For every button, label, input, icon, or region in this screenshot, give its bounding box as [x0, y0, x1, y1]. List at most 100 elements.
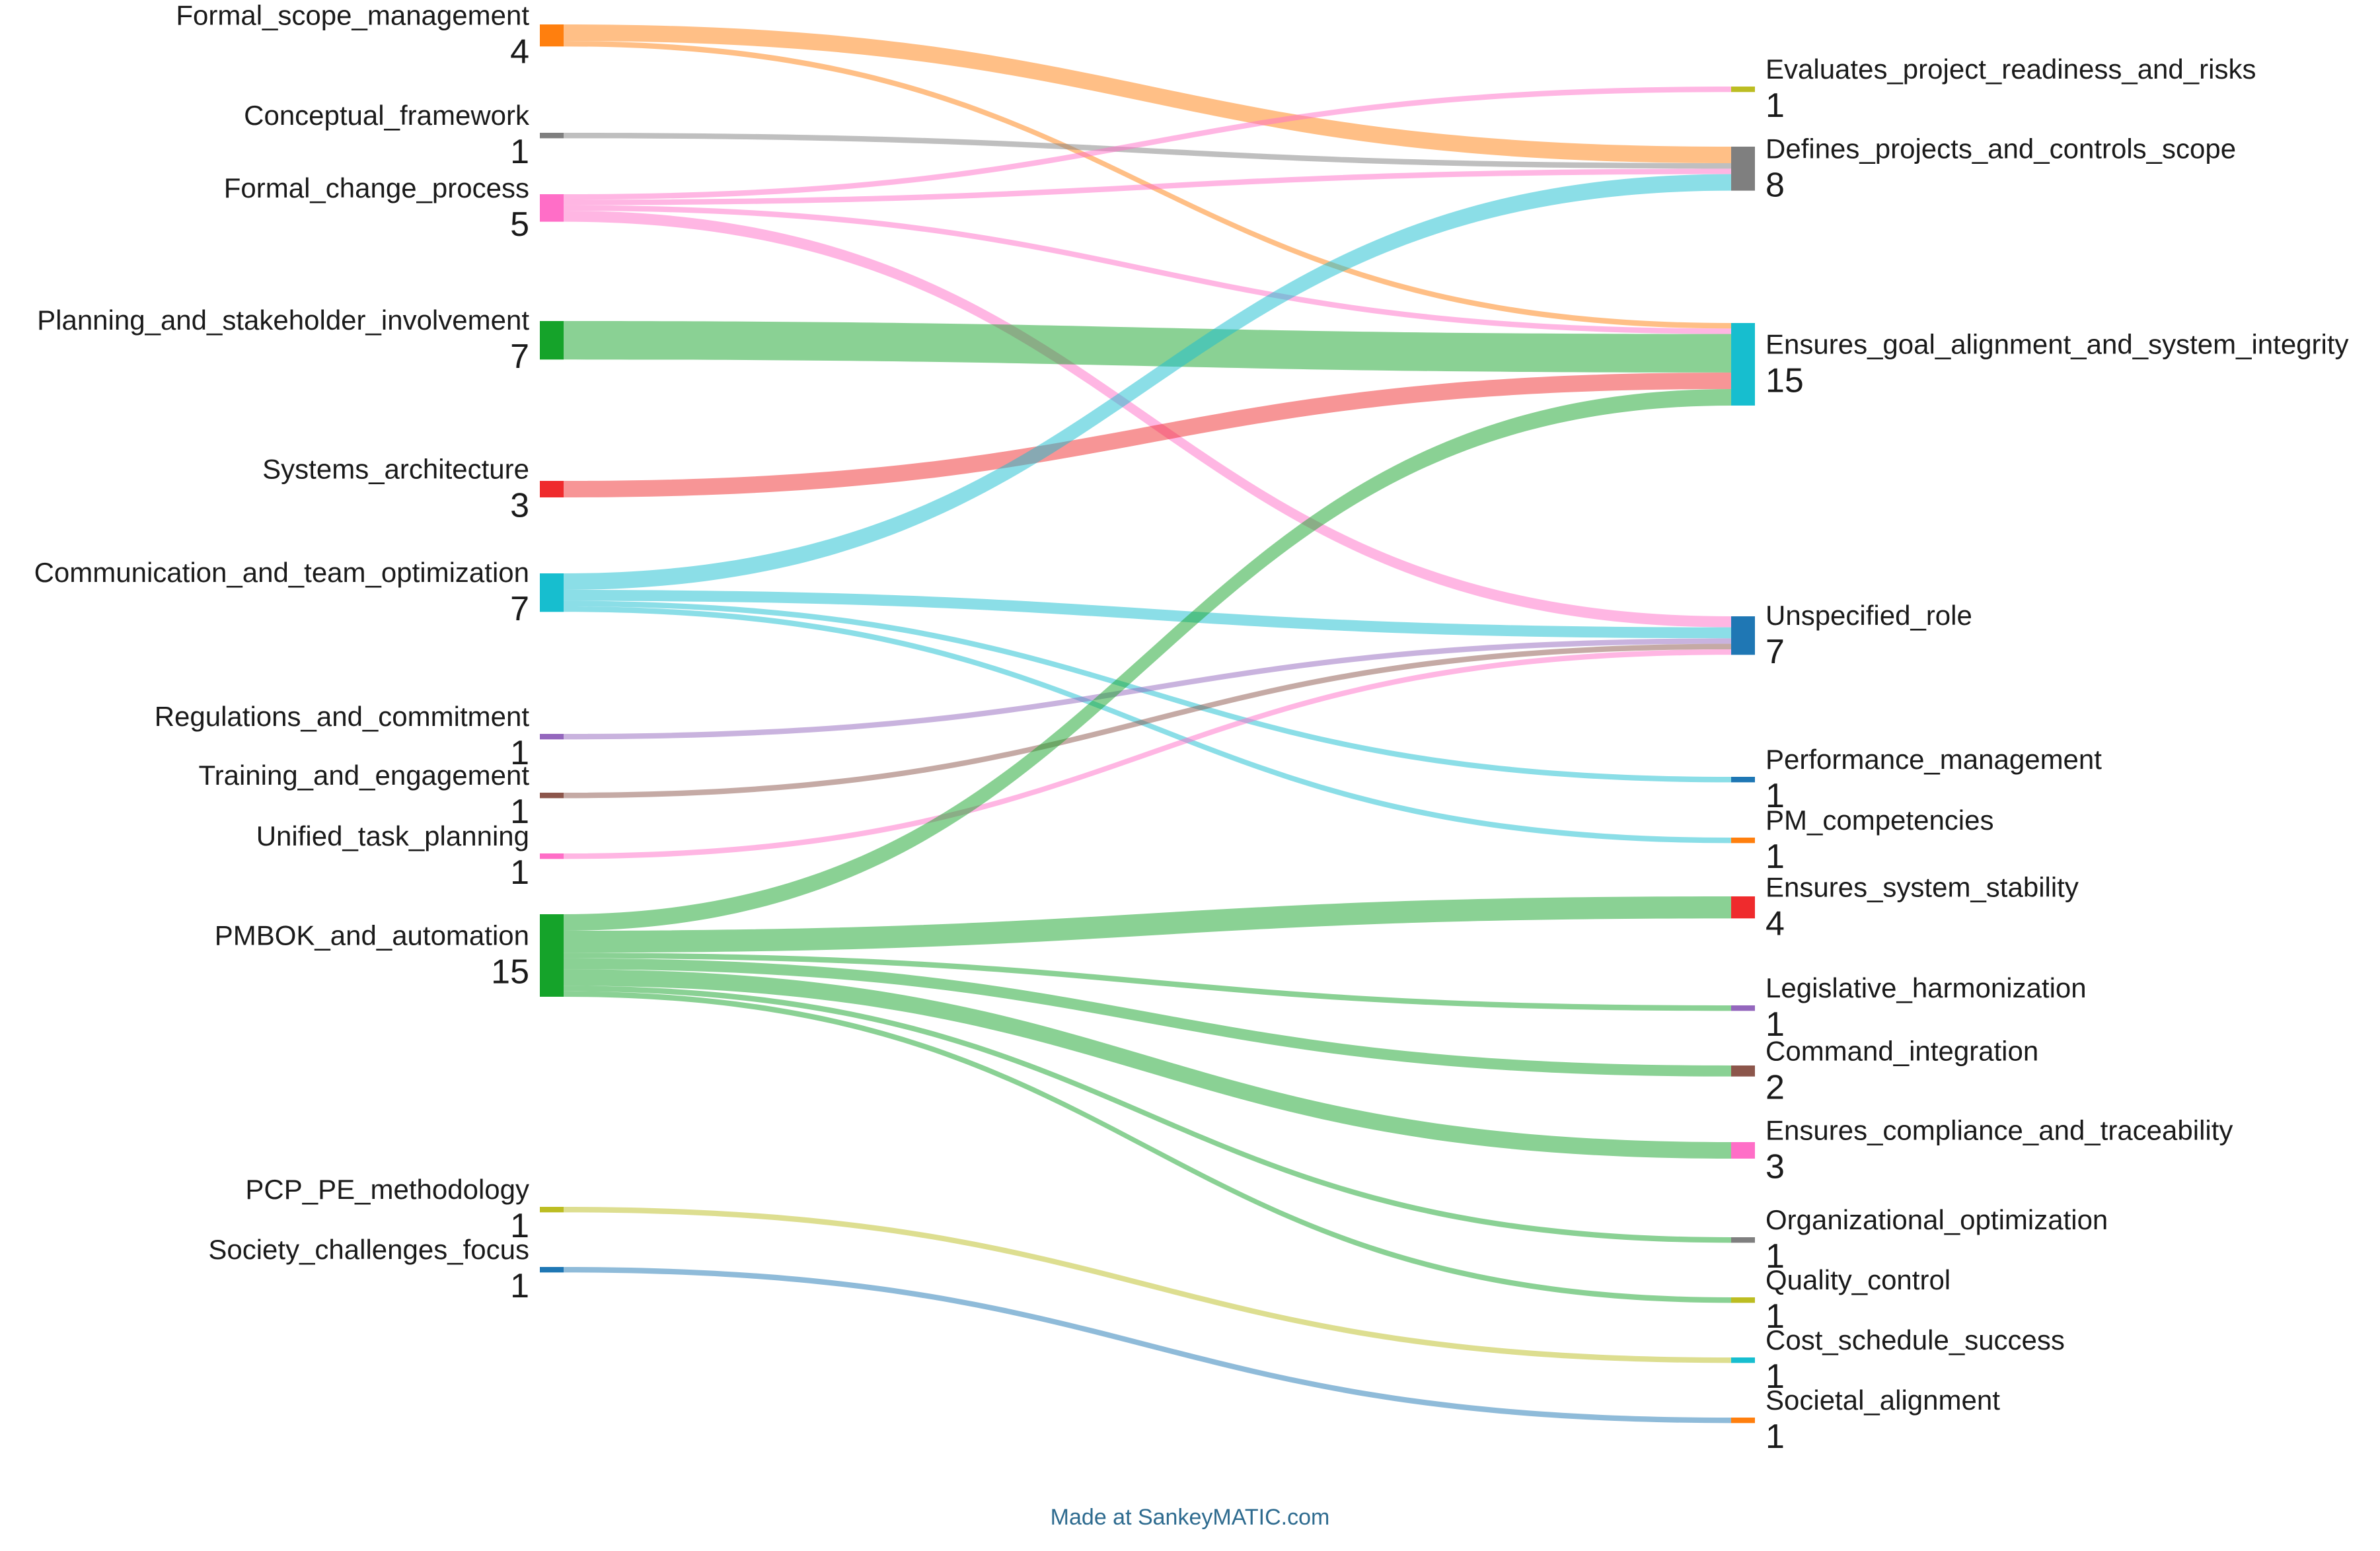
node-cost-schedule-success[interactable] [1731, 1357, 1755, 1363]
node-societal-alignment[interactable] [1731, 1418, 1755, 1424]
node-value-cost-schedule-success: 1 [1766, 1357, 1785, 1396]
flow-pmbok-and-automation-to-ensures-compliance-and-traceability[interactable] [564, 969, 1731, 1159]
node-ensures-goal-alignment-and-system-integrity[interactable] [1731, 323, 1755, 406]
node-quality-control[interactable] [1731, 1297, 1755, 1303]
node-label-quality-control: Quality_control [1766, 1264, 1951, 1295]
node-ensures-compliance-and-traceability[interactable] [1731, 1142, 1755, 1159]
node-label-legislative-harmonization: Legislative_harmonization [1766, 972, 2087, 1003]
node-label-planning-and-stakeholder-involvement: Planning_and_stakeholder_involvement [37, 305, 529, 336]
flow-unified-task-planning-to-unspecified-role[interactable] [564, 649, 1731, 859]
nodes [540, 24, 1755, 1424]
node-value-societal-alignment: 1 [1766, 1418, 1785, 1456]
node-unified-task-planning[interactable] [540, 853, 564, 859]
node-label-communication-and-team-optimization: Communication_and_team_optimization [34, 557, 529, 588]
node-defines-projects-and-controls-scope[interactable] [1731, 147, 1755, 191]
node-label-formal-scope-management: Formal_scope_management [176, 0, 529, 31]
node-systems-architecture[interactable] [540, 481, 564, 497]
node-label-unified-task-planning: Unified_task_planning [256, 820, 529, 851]
node-value-command-integration: 2 [1766, 1068, 1785, 1106]
flow-formal-change-process-to-defines-projects-and-controls-scope[interactable] [564, 168, 1731, 205]
node-value-pm-competencies: 1 [1766, 838, 1785, 876]
node-label-pmbok-and-automation: PMBOK_and_automation [215, 920, 529, 951]
node-label-conceptual-framework: Conceptual_framework [244, 100, 530, 131]
node-value-systems-architecture: 3 [510, 486, 529, 524]
node-planning-and-stakeholder-involvement[interactable] [540, 321, 564, 360]
flow-pmbok-and-automation-to-ensures-goal-alignment-and-system-integrity[interactable] [564, 388, 1731, 931]
node-value-quality-control: 1 [1766, 1297, 1785, 1336]
node-label-ensures-goal-alignment-and-system-integrity: Ensures_goal_alignment_and_system_integr… [1766, 328, 2349, 359]
flow-pmbok-and-automation-to-quality-control[interactable] [564, 991, 1731, 1303]
node-label-cost-schedule-success: Cost_schedule_success [1766, 1324, 2065, 1355]
node-value-pcp-pe-methodology: 1 [510, 1207, 529, 1245]
node-performance-management[interactable] [1731, 777, 1755, 783]
node-value-formal-change-process: 5 [510, 205, 529, 244]
node-value-training-and-engagement: 1 [510, 793, 529, 831]
node-pm-competencies[interactable] [1731, 838, 1755, 844]
node-value-organizational-optimization: 1 [1766, 1237, 1785, 1276]
node-training-and-engagement[interactable] [540, 793, 564, 799]
flow-regulations-and-commitment-to-unspecified-role[interactable] [564, 638, 1731, 740]
node-label-systems-architecture: Systems_architecture [262, 453, 529, 484]
flow-conceptual-framework-to-defines-projects-and-controls-scope[interactable] [564, 133, 1731, 169]
node-value-society-challenges-focus: 1 [510, 1267, 529, 1305]
node-label-defines-projects-and-controls-scope: Defines_projects_and_controls_scope [1766, 133, 2236, 164]
node-label-regulations-and-commitment: Regulations_and_commitment [155, 701, 530, 732]
flow-training-and-engagement-to-unspecified-role[interactable] [564, 643, 1731, 799]
node-value-communication-and-team-optimization: 7 [510, 590, 529, 628]
node-formal-scope-management[interactable] [540, 24, 564, 47]
node-value-regulations-and-commitment: 1 [510, 734, 529, 772]
node-label-command-integration: Command_integration [1766, 1035, 2038, 1066]
node-value-planning-and-stakeholder-involvement: 7 [510, 338, 529, 376]
node-command-integration[interactable] [1731, 1065, 1755, 1077]
node-value-unspecified-role: 7 [1766, 633, 1785, 671]
node-society-challenges-focus[interactable] [540, 1267, 564, 1273]
node-value-formal-scope-management: 4 [510, 33, 529, 71]
node-label-performance-management: Performance_management [1766, 744, 2102, 775]
node-unspecified-role[interactable] [1731, 616, 1755, 655]
node-regulations-and-commitment[interactable] [540, 734, 564, 740]
node-pcp-pe-methodology[interactable] [540, 1207, 564, 1213]
node-value-legislative-harmonization: 1 [1766, 1005, 1785, 1044]
node-label-pm-competencies: PM_competencies [1766, 805, 1994, 836]
node-label-ensures-system-stability: Ensures_system_stability [1766, 872, 2079, 903]
node-value-unified-task-planning: 1 [510, 853, 529, 892]
flow-pmbok-and-automation-to-organizational-optimization[interactable] [564, 986, 1731, 1243]
sankeymatic-credit[interactable]: Made at SankeyMATIC.com [1050, 1505, 1330, 1530]
flow-links [564, 24, 1731, 1424]
node-label-formal-change-process: Formal_change_process [224, 172, 529, 203]
node-label-evaluates-project-readiness-and-risks: Evaluates_project_readiness_and_risks [1766, 54, 2256, 85]
flow-planning-and-stakeholder-involvement-to-ensures-goal-alignment-and-system-integrity[interactable] [564, 321, 1731, 373]
node-evaluates-project-readiness-and-risks[interactable] [1731, 87, 1755, 92]
flow-communication-and-team-optimization-to-unspecified-role[interactable] [564, 589, 1731, 639]
node-formal-change-process[interactable] [540, 194, 564, 222]
flow-formal-scope-management-to-defines-projects-and-controls-scope[interactable] [564, 24, 1731, 163]
node-organizational-optimization[interactable] [1731, 1237, 1755, 1243]
node-value-conceptual-framework: 1 [510, 133, 529, 171]
node-label-pcp-pe-methodology: PCP_PE_methodology [245, 1174, 529, 1205]
node-legislative-harmonization[interactable] [1731, 1005, 1755, 1011]
node-communication-and-team-optimization[interactable] [540, 573, 564, 612]
flow-pmbok-and-automation-to-ensures-system-stability[interactable] [564, 896, 1731, 953]
node-label-unspecified-role: Unspecified_role [1766, 600, 1972, 631]
node-value-ensures-goal-alignment-and-system-integrity: 15 [1766, 361, 1804, 400]
node-label-training-and-engagement: Training_and_engagement [199, 760, 530, 791]
flow-systems-architecture-to-ensures-goal-alignment-and-system-integrity[interactable] [564, 372, 1731, 497]
node-label-ensures-compliance-and-traceability: Ensures_compliance_and_traceability [1766, 1114, 2233, 1145]
node-label-society-challenges-focus: Society_challenges_focus [208, 1234, 529, 1265]
flow-formal-change-process-to-evaluates-project-readiness-and-risks[interactable] [564, 87, 1731, 200]
flow-pmbok-and-automation-to-legislative-harmonization[interactable] [564, 953, 1731, 1011]
node-pmbok-and-automation[interactable] [540, 914, 564, 997]
node-value-performance-management: 1 [1766, 777, 1785, 815]
flow-society-challenges-focus-to-societal-alignment[interactable] [564, 1267, 1731, 1424]
node-value-ensures-system-stability: 4 [1766, 905, 1785, 943]
flow-pmbok-and-automation-to-command-integration[interactable] [564, 958, 1731, 1077]
flow-pcp-pe-methodology-to-cost-schedule-success[interactable] [564, 1207, 1731, 1363]
node-conceptual-framework[interactable] [540, 133, 564, 139]
node-value-pmbok-and-automation: 15 [491, 953, 529, 991]
flow-communication-and-team-optimization-to-pm-competencies[interactable] [564, 606, 1731, 844]
flow-formal-change-process-to-ensures-goal-alignment-and-system-integrity[interactable] [564, 205, 1731, 334]
flow-communication-and-team-optimization-to-defines-projects-and-controls-scope[interactable] [564, 174, 1731, 590]
node-ensures-system-stability[interactable] [1731, 896, 1755, 919]
flow-formal-change-process-to-unspecified-role[interactable] [564, 210, 1731, 628]
